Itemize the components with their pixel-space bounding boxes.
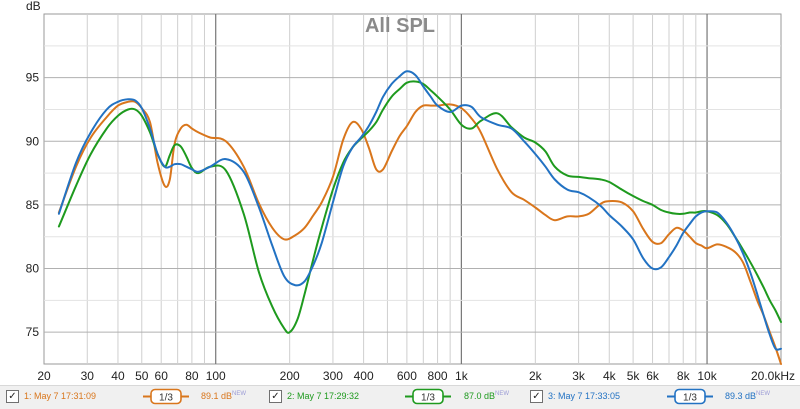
legend-bar: ✓ 1: May 7 17:31:09 1/3 89.1 dBNEW ✓ 2: … <box>0 385 800 409</box>
x-tick-label: 10k <box>697 369 717 383</box>
spl-chart: 75 80 85 90 95 20 30 40 50 60 80 100 200 300 400 600 80… <box>26 0 795 383</box>
x-tick-label: 5k <box>627 369 641 383</box>
y-tick-label: 90 <box>26 134 40 148</box>
x-tick-label: 4k <box>603 369 617 383</box>
smoothing-icon-3[interactable]: 1/3 <box>667 388 713 405</box>
x-tick-label: 600 <box>397 369 417 383</box>
checkbox-measurement-1[interactable]: ✓ <box>6 390 19 403</box>
x-tick-label: 6k <box>646 369 660 383</box>
x-tick-label: 40 <box>111 369 125 383</box>
smoothing-2-label: 1/3 <box>421 393 435 404</box>
x-tick-label: 400 <box>354 369 374 383</box>
series-lines <box>57 70 782 365</box>
x-tick-label: 100 <box>206 369 226 383</box>
x-tick-label: 80 <box>185 369 199 383</box>
series-line-2 <box>57 80 782 334</box>
new-tag-2: NEW <box>495 391 510 397</box>
x-axis-ticks: 20 30 40 50 60 80 100 200 300 400 600 800 1k 2k 3k 4k 5k… <box>37 369 795 383</box>
smoothing-1-label: 1/3 <box>159 393 173 404</box>
checkbox-measurement-2[interactable]: ✓ <box>269 390 282 403</box>
x-tick-label: 8k <box>677 369 691 383</box>
measurement-3-spl: 89.3 dBNEW <box>725 391 770 401</box>
x-tick-label: 50 <box>135 369 149 383</box>
x-tick-label: 3k <box>572 369 586 383</box>
x-tick-label: 800 <box>428 369 448 383</box>
measurement-1-spl: 89.1 dBNEW <box>201 391 246 401</box>
measurement-1-label[interactable]: 1: May 7 17:31:09 <box>24 391 97 401</box>
smoothing-3-label: 1/3 <box>683 393 697 404</box>
chart-title: All SPL <box>365 15 435 37</box>
new-tag-3: NEW <box>756 391 771 397</box>
y-tick-label: 95 <box>26 71 40 85</box>
spl-1-value: 89.1 dB <box>201 391 233 401</box>
x-tick-label: 30 <box>81 369 95 383</box>
measurement-3-label[interactable]: 3: May 7 17:33:05 <box>548 391 621 401</box>
series-line-3 <box>57 70 782 351</box>
y-tick-label: 75 <box>26 325 40 339</box>
x-tick-label: 20.0kHz <box>751 369 795 383</box>
x-tick-label: 60 <box>155 369 169 383</box>
spl-2-value: 87.0 dB <box>464 391 496 401</box>
x-tick-label: 200 <box>280 369 300 383</box>
x-tick-label: 300 <box>323 369 343 383</box>
y-axis-unit: dB <box>26 0 41 13</box>
checkbox-measurement-3[interactable]: ✓ <box>530 390 543 403</box>
spl-3-value: 89.3 dB <box>725 391 757 401</box>
y-tick-label: 85 <box>26 198 40 212</box>
x-tick-label: 20 <box>37 369 51 383</box>
measurement-2-label[interactable]: 2: May 7 17:29:32 <box>287 391 360 401</box>
smoothing-icon-1[interactable]: 1/3 <box>143 388 189 405</box>
x-tick-label: 2k <box>529 369 543 383</box>
plot-background <box>43 13 782 365</box>
measurement-2-spl: 87.0 dBNEW <box>464 391 509 401</box>
smoothing-icon-2[interactable]: 1/3 <box>405 388 451 405</box>
y-axis-ticks: 75 80 85 90 95 <box>26 71 40 340</box>
y-tick-label: 80 <box>26 262 40 276</box>
new-tag-1: NEW <box>232 391 247 397</box>
x-tick-label: 1k <box>455 369 469 383</box>
series-line-1 <box>57 100 782 365</box>
